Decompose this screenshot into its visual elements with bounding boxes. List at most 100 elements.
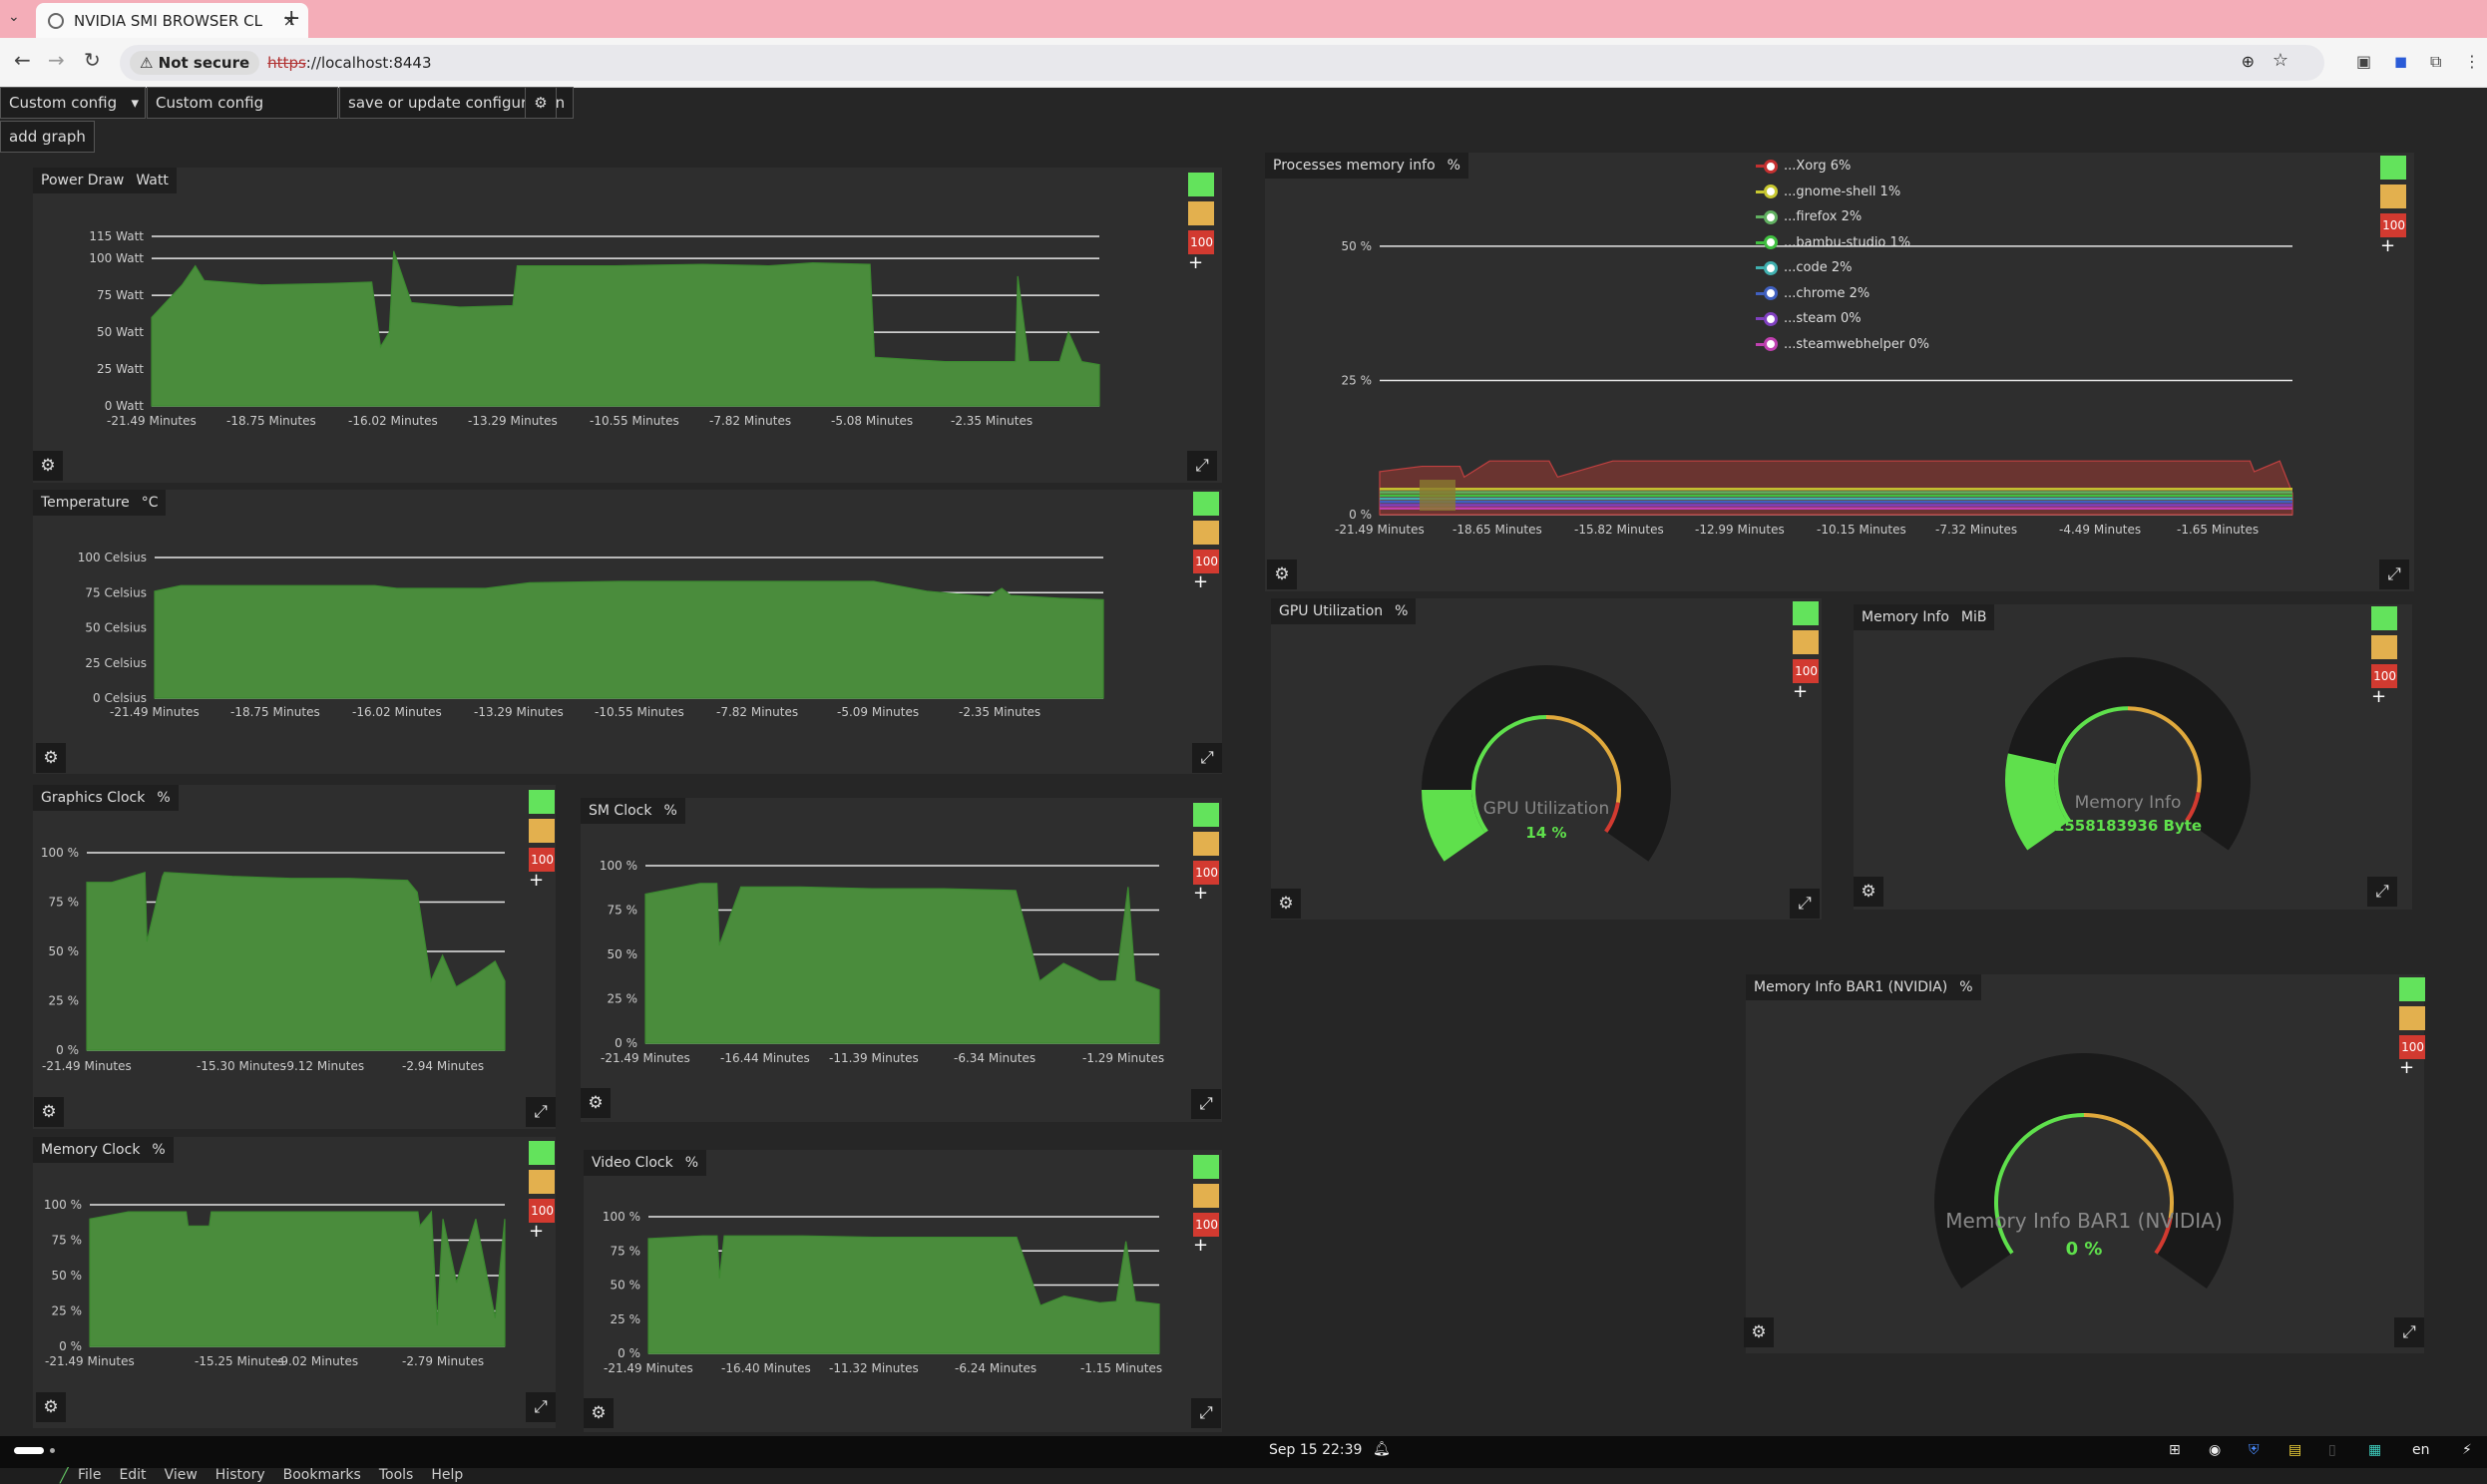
add-threshold-icon[interactable]: + [529, 870, 545, 891]
legend-item[interactable]: ...chrome 2% [1756, 286, 1869, 301]
chart-settings-gear-icon[interactable]: ⚙ [34, 1097, 64, 1127]
threshold-red-swatch[interactable]: 100 [2380, 213, 2406, 237]
chart-settings-gear-icon[interactable]: ⚙ [33, 451, 63, 481]
expand-icon[interactable]: ⤢ [1191, 1089, 1221, 1119]
menu-bookmarks[interactable]: Bookmarks [282, 1467, 361, 1483]
chart-settings-gear-icon[interactable]: ⚙ [36, 1392, 66, 1422]
legend-item[interactable]: ...steam 0% [1756, 311, 1862, 326]
menu-edit[interactable]: Edit [119, 1467, 147, 1483]
bitwarden-icon[interactable]: ◼ [2394, 52, 2408, 71]
close-tab-icon[interactable]: × [282, 11, 296, 30]
add-threshold-icon[interactable]: + [2380, 235, 2396, 256]
extensions-puzzle-icon[interactable]: ⧉ [2430, 52, 2442, 71]
threshold-red-swatch[interactable]: 100 [1193, 861, 1219, 885]
new-tab-button[interactable]: + [282, 6, 301, 31]
not-secure-badge[interactable]: ⚠ Not secure [130, 51, 260, 75]
add-threshold-icon[interactable]: + [529, 1221, 545, 1242]
tab-list-chevron-icon[interactable]: ⌄ [8, 9, 20, 25]
gauge-settings-gear-icon[interactable]: ⚙ [1854, 877, 1883, 907]
browser-tab[interactable]: NVIDIA SMI BROWSER CL × [36, 3, 308, 38]
reload-icon[interactable]: ↻ [84, 48, 101, 72]
bookmark-star-icon[interactable]: ☆ [2272, 50, 2288, 71]
add-threshold-icon[interactable]: + [1188, 252, 1204, 273]
tray-nvidia-icon[interactable]: ▦ [2368, 1442, 2382, 1458]
legend-item[interactable]: ...firefox 2% [1756, 209, 1862, 224]
expand-icon[interactable]: ⤢ [1191, 1398, 1221, 1428]
expand-icon[interactable]: ⤢ [526, 1097, 556, 1127]
chart-settings-gear-icon[interactable]: ⚙ [1267, 559, 1297, 589]
config-select[interactable]: Custom config ▾ [0, 87, 146, 119]
threshold-red-swatch[interactable]: 100 [529, 848, 555, 872]
threshold-yellow-swatch[interactable] [1188, 201, 1214, 225]
legend-item[interactable]: ...steamwebhelper 0% [1756, 337, 1929, 352]
threshold-green-swatch[interactable] [2380, 156, 2406, 180]
tray-notes-icon[interactable]: ▤ [2288, 1442, 2302, 1458]
expand-icon[interactable]: ⤢ [1192, 743, 1222, 773]
add-threshold-icon[interactable]: + [1193, 1235, 1209, 1256]
tray-steam-icon[interactable]: ◉ [2209, 1442, 2222, 1458]
add-threshold-icon[interactable]: + [1193, 883, 1209, 904]
threshold-red-swatch[interactable]: 100 [1188, 230, 1214, 254]
legend-item[interactable]: ...gnome-shell 1% [1756, 185, 1900, 199]
threshold-green-swatch[interactable] [1793, 601, 1819, 625]
workspace-indicator[interactable] [14, 1447, 44, 1454]
forward-arrow-icon[interactable]: → [48, 48, 65, 72]
chart-settings-gear-icon[interactable]: ⚙ [36, 743, 66, 773]
threshold-yellow-swatch[interactable] [1793, 630, 1819, 654]
threshold-yellow-swatch[interactable] [1193, 1184, 1219, 1208]
threshold-yellow-swatch[interactable] [2380, 185, 2406, 208]
extension-icon[interactable]: ▣ [2356, 52, 2372, 71]
menu-tools[interactable]: Tools [378, 1467, 414, 1483]
threshold-red-swatch[interactable]: 100 [1193, 1213, 1219, 1237]
threshold-green-swatch[interactable] [529, 790, 555, 814]
threshold-yellow-swatch[interactable] [529, 819, 555, 843]
menu-view[interactable]: View [164, 1467, 198, 1483]
add-threshold-icon[interactable]: + [1793, 681, 1809, 702]
threshold-red-swatch[interactable]: 100 [1793, 659, 1819, 683]
tray-shield-icon[interactable]: ⛨ [2249, 1442, 2260, 1458]
keyboard-language[interactable]: en [2412, 1442, 2430, 1458]
add-threshold-icon[interactable]: + [2371, 686, 2387, 707]
notification-bell-icon[interactable]: 🔔︎ [1373, 1441, 1391, 1457]
menu-history[interactable]: History [214, 1467, 265, 1483]
threshold-red-swatch[interactable]: 100 [529, 1199, 555, 1223]
expand-icon[interactable]: ⤢ [2379, 559, 2409, 589]
threshold-yellow-swatch[interactable] [2399, 1006, 2425, 1030]
legend-item[interactable]: ...Xorg 6% [1756, 159, 1851, 174]
threshold-yellow-swatch[interactable] [1193, 521, 1219, 545]
threshold-green-swatch[interactable] [1188, 173, 1214, 196]
gauge-settings-gear-icon[interactable]: ⚙ [1744, 1317, 1774, 1347]
add-threshold-icon[interactable]: + [1193, 571, 1209, 592]
chart-settings-gear-icon[interactable]: ⚙ [584, 1398, 614, 1428]
add-graph-button[interactable]: add graph [0, 121, 95, 153]
expand-icon[interactable]: ⤢ [2394, 1317, 2424, 1347]
threshold-green-swatch[interactable] [2399, 977, 2425, 1001]
gauge-settings-gear-icon[interactable]: ⚙ [1271, 889, 1301, 919]
threshold-red-swatch[interactable]: 100 [2371, 664, 2397, 688]
menu-icon[interactable]: ⋮ [2464, 52, 2480, 71]
menu-help[interactable]: Help [431, 1467, 464, 1483]
threshold-yellow-swatch[interactable] [1193, 832, 1219, 856]
config-name-input[interactable]: Custom config [147, 87, 338, 119]
clock[interactable]: Sep 15 22:39 [1269, 1442, 1363, 1458]
address-bar[interactable]: ⚠ Not secure https://localhost:8443 ⊕ ☆ [120, 45, 2324, 81]
threshold-red-swatch[interactable]: 100 [2399, 1035, 2425, 1059]
tray-grid-icon[interactable]: ⊞ [2169, 1442, 2181, 1458]
threshold-green-swatch[interactable] [1193, 1155, 1219, 1179]
tray-network-icon[interactable]: ⚡︎ [2462, 1442, 2472, 1458]
threshold-green-swatch[interactable] [1193, 803, 1219, 827]
legend-item[interactable]: ...bambu-studio 1% [1756, 235, 1910, 250]
threshold-yellow-swatch[interactable] [529, 1170, 555, 1194]
expand-icon[interactable]: ⤢ [2367, 877, 2397, 907]
workspace-dot[interactable] [50, 1448, 55, 1453]
url-text[interactable]: https://localhost:8443 [267, 54, 431, 72]
threshold-green-swatch[interactable] [2371, 606, 2397, 630]
chart-settings-gear-icon[interactable]: ⚙ [581, 1088, 611, 1118]
expand-icon[interactable]: ⤢ [526, 1392, 556, 1422]
threshold-yellow-swatch[interactable] [2371, 635, 2397, 659]
legend-item[interactable]: ...code 2% [1756, 260, 1853, 275]
back-arrow-icon[interactable]: ← [14, 48, 31, 72]
expand-icon[interactable]: ⤢ [1790, 889, 1820, 919]
add-threshold-icon[interactable]: + [2399, 1057, 2415, 1078]
menu-file[interactable]: File [78, 1467, 102, 1483]
